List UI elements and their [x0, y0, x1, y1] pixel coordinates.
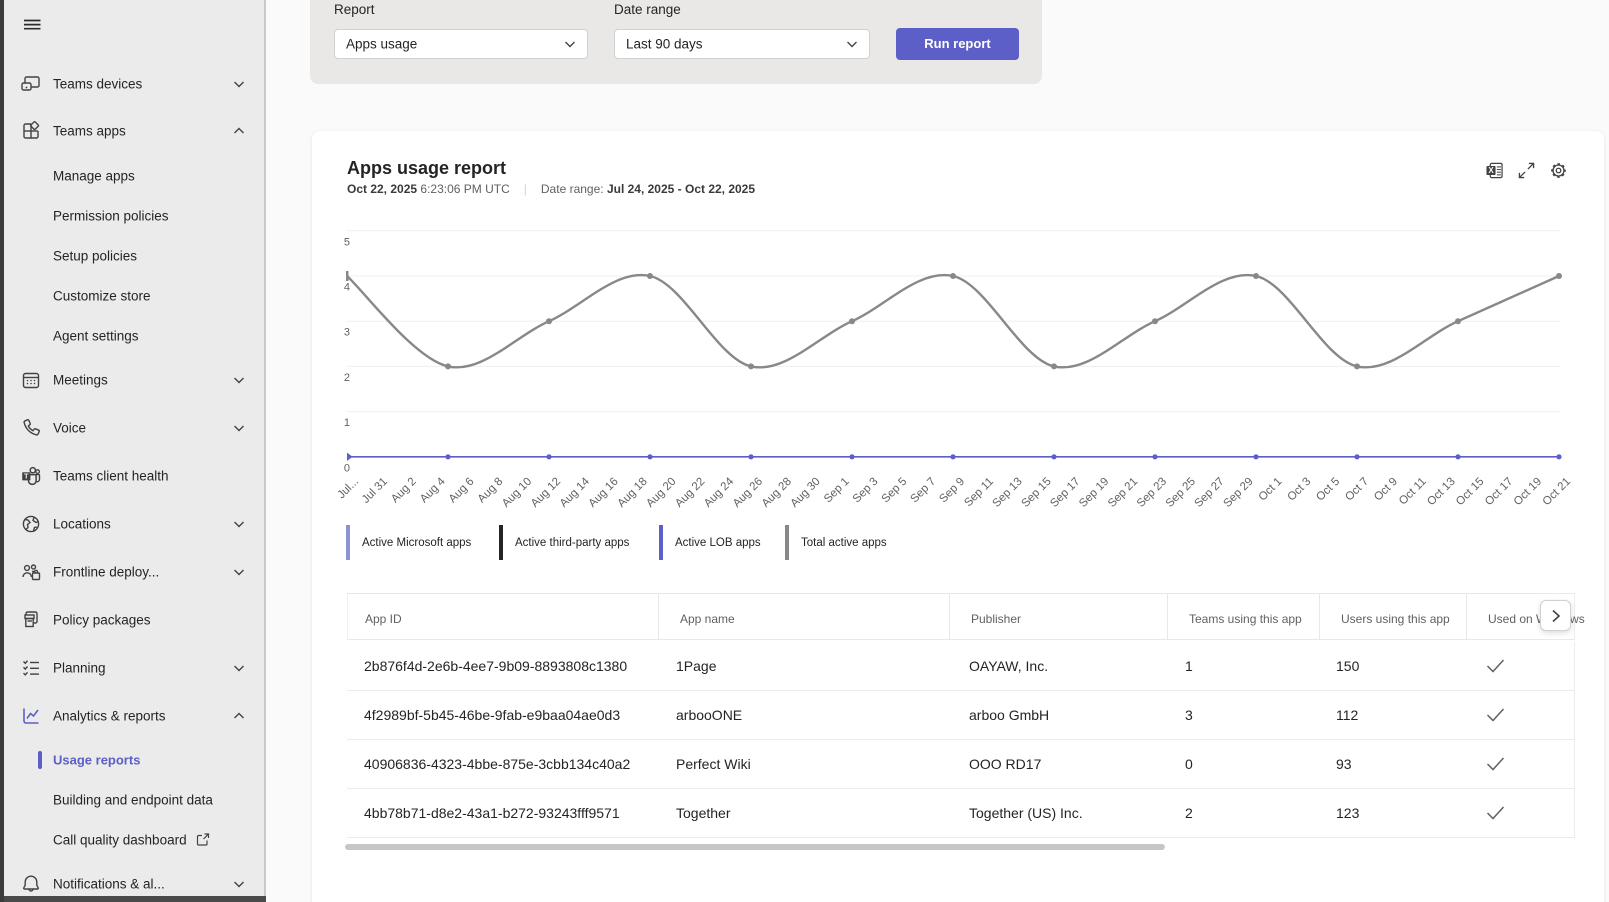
svg-text:Aug 12: Aug 12	[529, 476, 563, 510]
svg-text:4: 4	[344, 282, 350, 294]
svg-text:Aug 2: Aug 2	[389, 476, 419, 506]
svg-text:X: X	[1488, 166, 1494, 175]
svg-text:Sep 11: Sep 11	[962, 476, 996, 510]
svg-text:Oct 7: Oct 7	[1343, 476, 1371, 504]
svg-text:Oct 3: Oct 3	[1286, 476, 1314, 504]
svg-text:Oct 1: Oct 1	[1257, 476, 1285, 504]
svg-text:Sep 27: Sep 27	[1193, 476, 1227, 510]
svg-text:Aug 4: Aug 4	[418, 475, 448, 505]
svg-text:Sep 5: Sep 5	[880, 476, 910, 506]
svg-text:1: 1	[344, 417, 350, 429]
svg-text:Sep 17: Sep 17	[1048, 476, 1082, 510]
svg-text:T: T	[24, 472, 29, 481]
svg-text:Sep 29: Sep 29	[1221, 476, 1255, 510]
svg-text:Aug 22: Aug 22	[673, 476, 707, 510]
svg-text:2: 2	[344, 372, 350, 384]
svg-text:Oct 21: Oct 21	[1541, 476, 1573, 508]
svg-text:Sep 13: Sep 13	[991, 476, 1025, 510]
svg-text:Aug 24: Aug 24	[702, 475, 737, 510]
svg-text:Sep 15: Sep 15	[1019, 476, 1053, 510]
svg-text:Oct 17: Oct 17	[1483, 476, 1515, 508]
svg-text:Sep 19: Sep 19	[1077, 476, 1111, 510]
svg-text:Oct 11: Oct 11	[1397, 476, 1429, 508]
svg-text:Oct 19: Oct 19	[1512, 476, 1544, 508]
svg-text:Aug 30: Aug 30	[789, 476, 823, 510]
svg-text:Aug 6: Aug 6	[447, 476, 477, 506]
svg-text:Sep 25: Sep 25	[1164, 476, 1198, 510]
svg-text:Jul...: Jul...	[335, 476, 361, 502]
svg-text:Aug 10: Aug 10	[500, 476, 534, 510]
svg-text:3: 3	[344, 327, 350, 339]
svg-text:Oct 9: Oct 9	[1372, 476, 1400, 504]
svg-text:Sep 1: Sep 1	[822, 476, 852, 506]
svg-text:Aug 14: Aug 14	[558, 475, 593, 510]
svg-text:Oct 13: Oct 13	[1425, 476, 1457, 508]
svg-text:Aug 16: Aug 16	[587, 476, 621, 510]
svg-text:Aug 28: Aug 28	[760, 476, 794, 510]
svg-text:Sep 7: Sep 7	[908, 476, 938, 506]
svg-text:Sep 3: Sep 3	[851, 476, 881, 506]
svg-text:Jul 31: Jul 31	[360, 476, 390, 506]
svg-text:5: 5	[344, 236, 350, 248]
svg-text:Aug 18: Aug 18	[615, 476, 649, 510]
svg-text:Aug 26: Aug 26	[731, 476, 765, 510]
svg-text:Oct 15: Oct 15	[1454, 476, 1486, 508]
svg-text:0: 0	[344, 462, 350, 474]
svg-text:Sep 21: Sep 21	[1106, 476, 1140, 510]
svg-text:Aug 20: Aug 20	[644, 476, 678, 510]
svg-text:Oct 5: Oct 5	[1314, 476, 1342, 504]
svg-text:Sep 23: Sep 23	[1135, 476, 1169, 510]
